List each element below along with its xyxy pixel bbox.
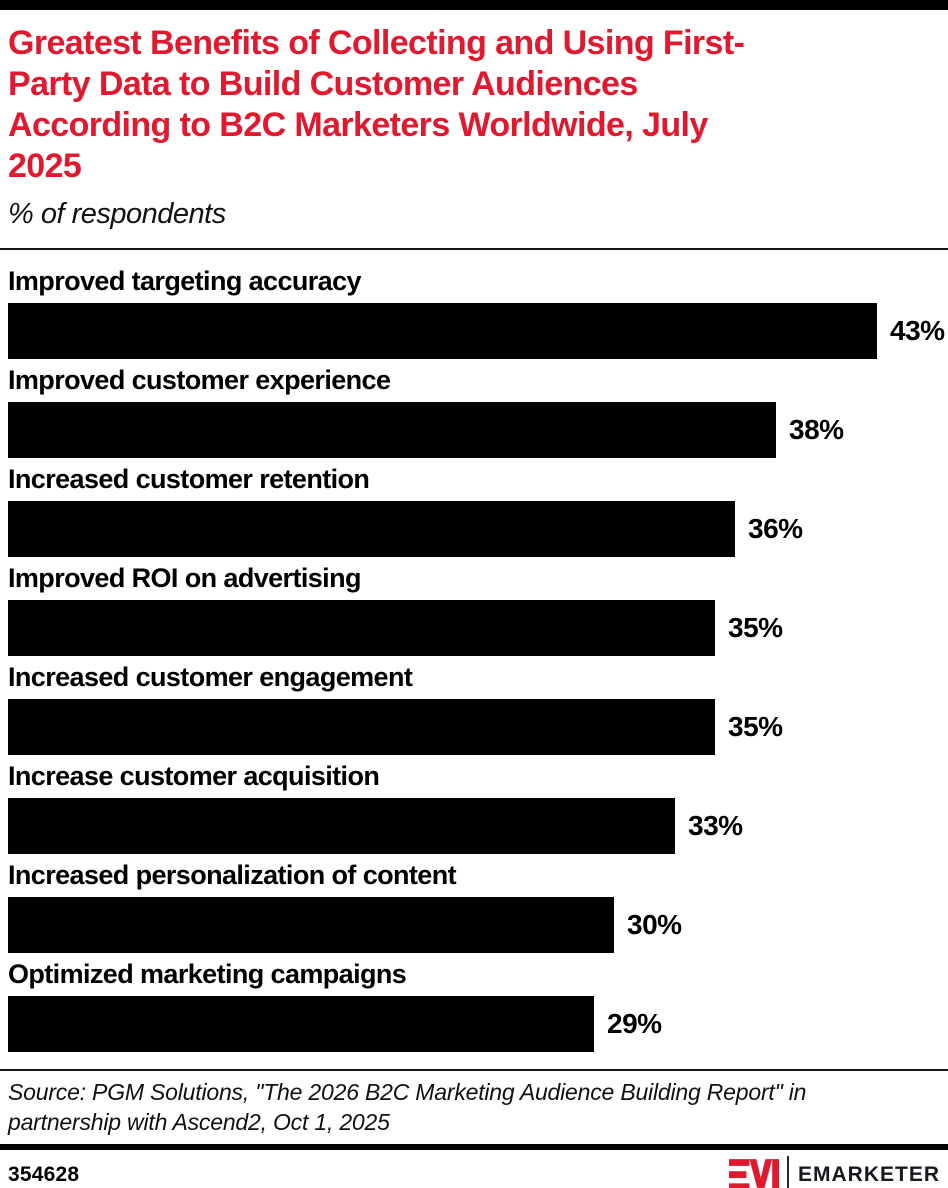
emarketer-logo: EMARKETER	[728, 1156, 940, 1188]
bar-label: Improved customer experience	[8, 365, 391, 395]
footer-bar: 354628 EMARKETER	[0, 1156, 948, 1188]
source-note: Source: PGM Solutions, "The 2026 B2C Mar…	[8, 1079, 807, 1135]
bar-label: Optimized marketing campaigns	[8, 959, 407, 989]
bar-track: 29%	[8, 996, 940, 1052]
bar-row: Optimized marketing campaigns 29%	[8, 959, 940, 1052]
bar-row: Increased customer engagement 35%	[8, 662, 940, 755]
bar-row: Increase customer acquisition 33%	[8, 761, 940, 854]
bar-track: 35%	[8, 600, 940, 656]
bar-chart: Improved targeting accuracy 43% Improved c…	[8, 266, 945, 1052]
bar-row: Improved targeting accuracy 43%	[8, 266, 945, 359]
bar-label: Improved targeting accuracy	[8, 266, 362, 296]
bar-track: 38%	[8, 402, 940, 458]
bar	[8, 798, 675, 854]
bar-track: 35%	[8, 699, 940, 755]
bar	[8, 996, 594, 1052]
bar-row: Improved customer experience 38%	[8, 365, 940, 458]
bar-value: 36%	[748, 513, 803, 544]
emarketer-wordmark: EMARKETER	[797, 1163, 940, 1186]
bar-label: Increased customer engagement	[8, 662, 413, 692]
top-border	[0, 0, 948, 10]
bar	[8, 501, 735, 557]
chart-id: 354628	[8, 1163, 80, 1186]
bar-row: Improved ROI on advertising 35%	[8, 563, 940, 656]
bar	[8, 897, 614, 953]
bar-value: 30%	[627, 909, 682, 940]
bar	[8, 402, 776, 458]
bar	[8, 600, 715, 656]
source-divider	[0, 1069, 948, 1071]
bar-track: 30%	[8, 897, 940, 953]
bar-label: Increase customer acquisition	[8, 761, 380, 791]
bar-value: 43%	[890, 315, 945, 346]
bar-track: 36%	[8, 501, 940, 557]
header-divider	[0, 248, 948, 250]
bar	[8, 303, 877, 359]
logo-divider	[786, 1156, 789, 1188]
bar-track: 33%	[8, 798, 940, 854]
bar-row: Increased customer retention 36%	[8, 464, 940, 557]
em-monogram-icon	[728, 1159, 779, 1188]
chart-subtitle: % of respondents	[8, 198, 226, 230]
bar-label: Increased personalization of content	[8, 860, 457, 890]
bar-value: 35%	[728, 612, 783, 643]
chart-title: Greatest Benefits of Collecting and Usin…	[8, 24, 745, 185]
bar-row: Increased personalization of content 30%	[8, 860, 940, 953]
bar-value: 33%	[688, 810, 743, 841]
bar-track: 43%	[8, 303, 945, 359]
footer-divider	[0, 1144, 948, 1150]
bar-label: Increased customer retention	[8, 464, 370, 494]
bar-label: Improved ROI on advertising	[8, 563, 361, 593]
bar	[8, 699, 715, 755]
bar-value: 35%	[728, 711, 783, 742]
bar-value: 29%	[607, 1008, 662, 1039]
bar-value: 38%	[789, 414, 844, 445]
